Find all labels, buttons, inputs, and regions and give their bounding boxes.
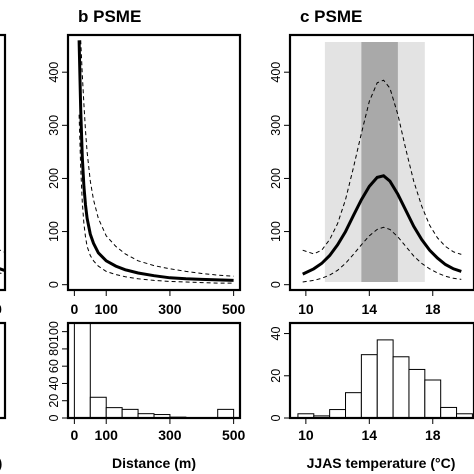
- x-tick-label: 0: [70, 301, 78, 317]
- x-tick-label: 0: [70, 427, 78, 443]
- x-axis-label: Distance (m): [112, 455, 196, 471]
- histogram-bar: [121, 408, 139, 418]
- panel-title: c PSME: [300, 7, 362, 26]
- series-line-upper: [302, 79, 462, 255]
- histogram-bar: [329, 409, 347, 418]
- y-tick-label: 300: [269, 115, 283, 136]
- series-line-mean: [302, 174, 462, 276]
- panel-title: b PSME: [78, 7, 141, 26]
- y-tick-label: 20: [269, 369, 283, 383]
- marks-layer: [0, 33, 474, 424]
- histogram-bar: [89, 396, 107, 418]
- x-tick-label: 100: [95, 427, 119, 443]
- panel-b_bottom-marks: [73, 323, 235, 418]
- histogram-bar: [217, 408, 235, 418]
- histogram-bar: [440, 406, 458, 418]
- panel-c_bottom-marks: [297, 339, 473, 418]
- y-tick-label: 0: [269, 414, 283, 421]
- y-tick-label: 400: [269, 62, 283, 83]
- x-tick-label: 00: [0, 301, 2, 317]
- histogram-bar: [408, 368, 426, 418]
- y-tick-label: 20: [47, 394, 61, 408]
- panel-frame: [288, 33, 474, 292]
- y-tick-label: 100: [47, 321, 61, 342]
- y-tick-label: 200: [269, 168, 283, 189]
- shaded-band-inner: [361, 42, 398, 282]
- series-line-mean: [77, 40, 234, 282]
- series-line-lower: [78, 114, 234, 284]
- x-tick-label: 10: [298, 301, 314, 317]
- panel-c_top-marks: [302, 79, 462, 283]
- x-tick-label: 14: [362, 301, 378, 317]
- y-tick-label: 0: [47, 281, 61, 288]
- panel-frame: [66, 321, 242, 420]
- panel-b_top-marks: [77, 40, 234, 284]
- y-tick-label: 60: [47, 359, 61, 373]
- y-tick-label: 100: [269, 221, 283, 242]
- x-tick-label: 300: [158, 301, 182, 317]
- series-line-upper: [80, 40, 234, 277]
- x-tick-label: 18: [425, 301, 441, 317]
- histogram-bar: [105, 407, 123, 418]
- histogram-bar: [392, 356, 410, 418]
- y-tick-label: 200: [47, 168, 61, 189]
- y-tick-label: 0: [269, 281, 283, 288]
- x-tick-label: 14: [362, 427, 378, 443]
- y-tick-label: 400: [47, 62, 61, 83]
- x-axis-label: s/ha): [0, 455, 2, 471]
- histogram-bar: [376, 339, 394, 418]
- y-tick-label: 300: [47, 115, 61, 136]
- x-tick-label: 18: [425, 427, 441, 443]
- panel-c_top-bg: [324, 42, 425, 282]
- y-tick-label: 40: [47, 376, 61, 390]
- y-tick-label: 100: [47, 221, 61, 242]
- panel-frame: [0, 321, 7, 420]
- x-axis-label: JJAS temperature (°C): [307, 455, 456, 471]
- histogram-bar: [424, 379, 442, 418]
- background-layer: [324, 42, 425, 282]
- histogram-bar: [360, 354, 378, 418]
- y-tick-label: 0: [47, 414, 61, 421]
- y-tick-label: 80: [47, 342, 61, 356]
- y-tick-label: 40: [269, 327, 283, 341]
- x-tick-label: 300: [158, 427, 182, 443]
- panel-frame: [66, 33, 242, 292]
- series-line-lower: [302, 226, 462, 283]
- panel-frame: [288, 321, 474, 420]
- panel-frame: [0, 33, 7, 292]
- histogram-bar: [73, 323, 91, 418]
- histogram-bar: [345, 392, 362, 418]
- x-tick-label: 10: [298, 427, 314, 443]
- x-tick-label: 500: [222, 301, 246, 317]
- x-tick-label: 500: [222, 427, 246, 443]
- x-tick-label: 100: [95, 301, 119, 317]
